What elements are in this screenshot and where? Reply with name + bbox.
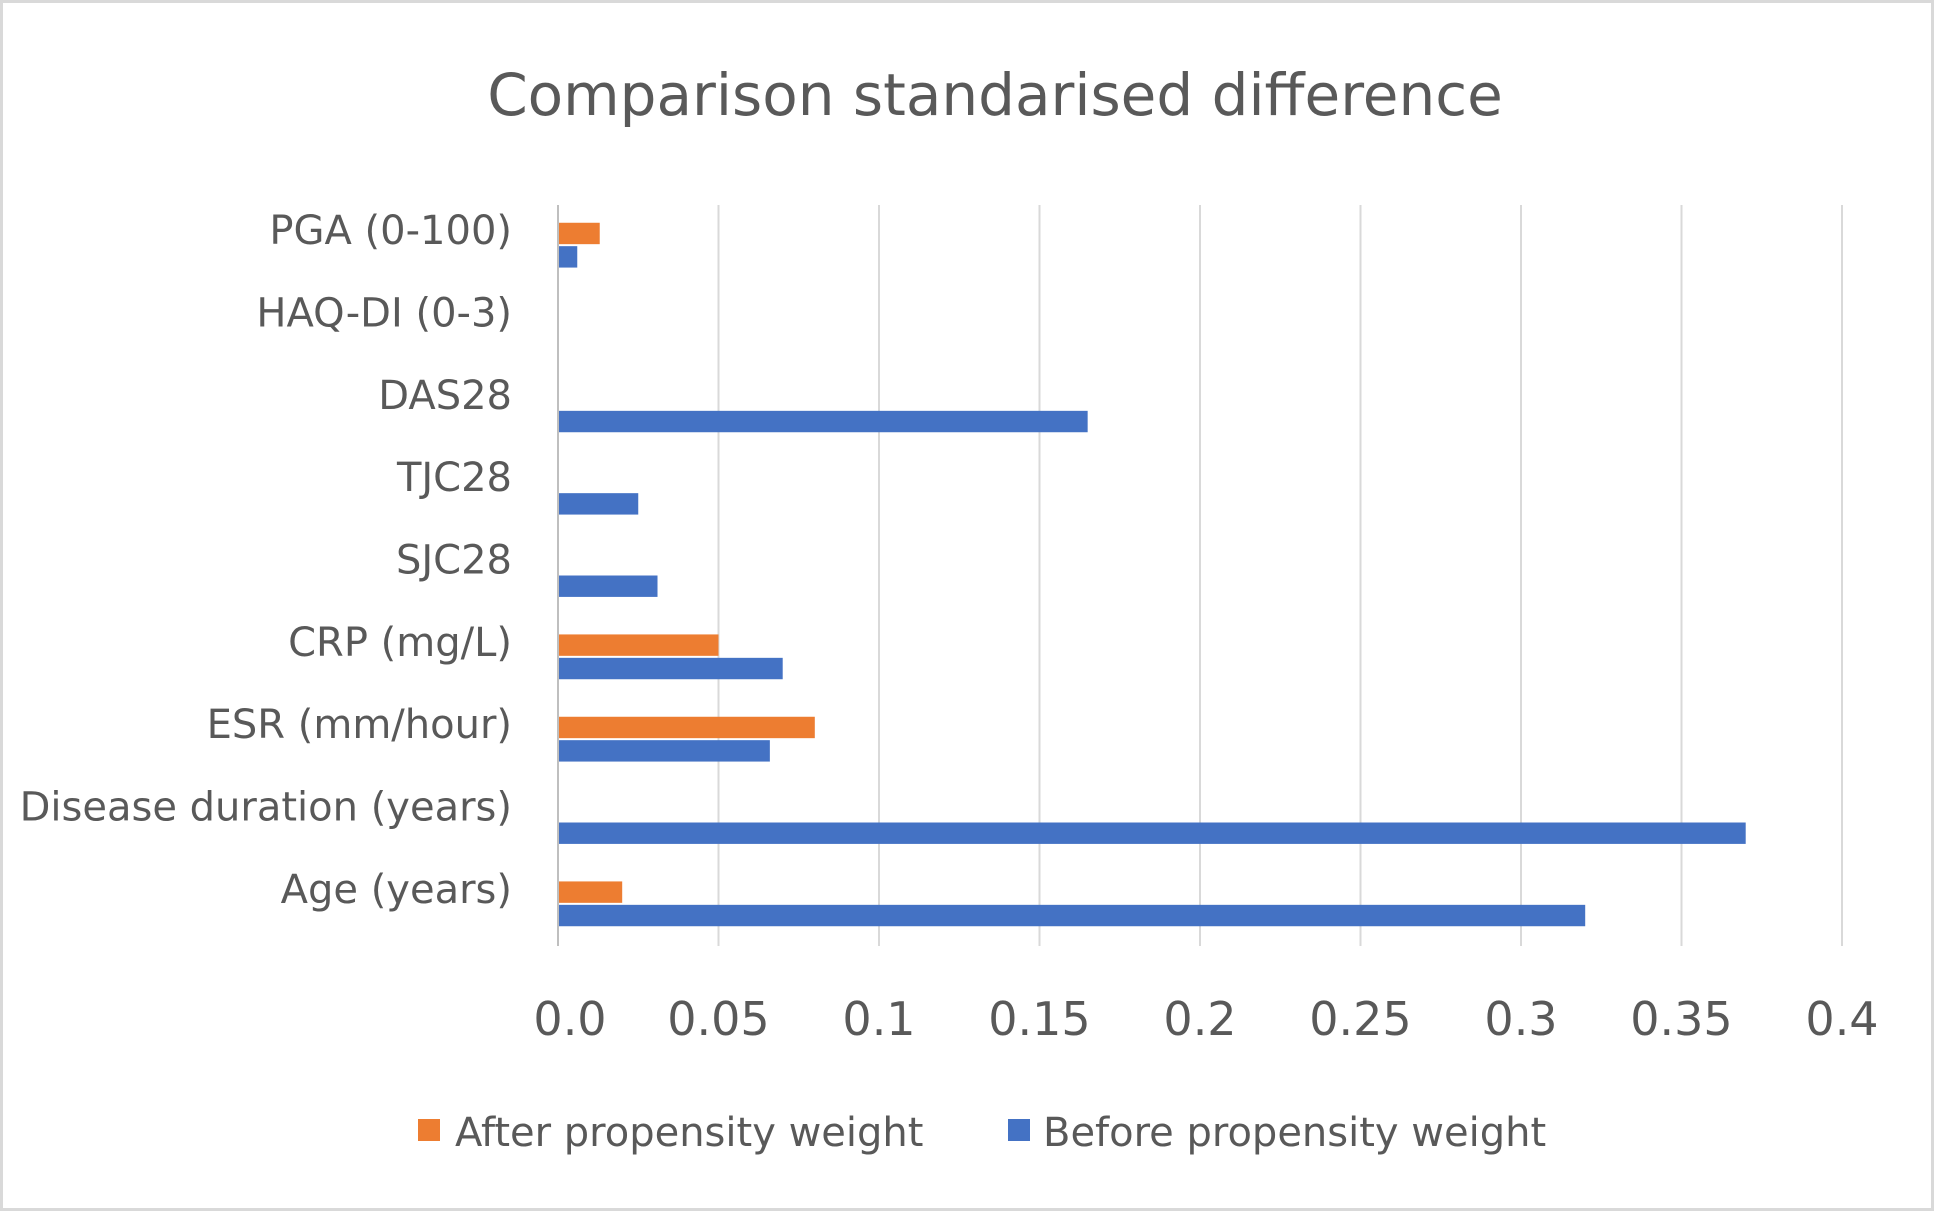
bar [558, 716, 815, 739]
legend-label: Before propensity weight [1043, 1110, 1546, 1156]
legend-swatch [418, 1119, 440, 1141]
x-tick-labels: 0.0 0.05 0.1 0.15 0.2 0.25 0.3 0.35 0.4 [533, 992, 1878, 1046]
bar [558, 246, 578, 268]
category-label: ESR (mm/hour) [207, 702, 512, 748]
bar [558, 634, 719, 656]
bar [558, 904, 1586, 927]
x-tick-label: 0.15 [988, 992, 1090, 1046]
bar [558, 410, 1088, 433]
bar [558, 222, 600, 245]
x-tick-label: 0.2 [1163, 992, 1236, 1046]
x-tick-label: 0.35 [1630, 992, 1732, 1046]
category-label: SJC28 [396, 538, 512, 584]
category-label: TJC28 [396, 455, 512, 501]
bar [558, 740, 770, 762]
bar [558, 575, 658, 597]
bar [558, 493, 639, 515]
bar [558, 657, 783, 680]
legend: After propensity weight Before propensity… [418, 1110, 1546, 1156]
chart-title: Comparison standarised difference [487, 61, 1503, 129]
x-tick-label: 0.1 [842, 992, 915, 1046]
x-tick-label: 0.4 [1805, 992, 1878, 1046]
x-tick-label: 0.05 [667, 992, 769, 1046]
x-tick-label: 0.0 [533, 992, 606, 1046]
bar [558, 881, 623, 903]
category-label: Age (years) [281, 867, 512, 913]
x-tick-label: 0.25 [1309, 992, 1411, 1046]
category-label: Disease duration (years) [20, 785, 512, 831]
category-label: DAS28 [378, 373, 512, 419]
bars [558, 222, 1746, 927]
x-tick-label: 0.3 [1484, 992, 1557, 1046]
category-label: PGA (0-100) [269, 208, 512, 254]
category-label: CRP (mg/L) [288, 620, 512, 666]
category-label: HAQ-DI (0-3) [256, 291, 512, 337]
legend-label: After propensity weight [455, 1110, 923, 1156]
bar [558, 822, 1746, 844]
legend-swatch [1008, 1119, 1030, 1141]
category-labels: Age (years) Disease duration (years) ESR (… [20, 208, 512, 913]
